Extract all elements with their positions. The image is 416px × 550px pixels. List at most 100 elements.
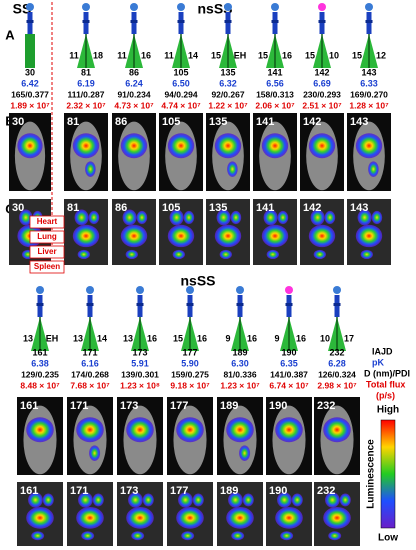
image-id: 189: [220, 400, 238, 412]
arm-right: 16: [282, 50, 292, 60]
organ-label: Lung: [37, 232, 57, 241]
linker-joint: [26, 20, 34, 23]
arm-left: 15: [305, 50, 315, 60]
head-group: [224, 3, 232, 11]
organ-label: Liver: [37, 247, 56, 256]
organ-signal: [169, 209, 184, 226]
organ-signal: [355, 224, 383, 248]
image-id: 173: [120, 485, 138, 497]
organ-signal: [131, 531, 145, 541]
size-pdi: 139/0.301: [121, 369, 159, 379]
total-flux: 4.74 × 10⁷: [161, 100, 201, 110]
organ-signal: [122, 209, 137, 226]
organ-label-box: [29, 215, 65, 229]
signal: [308, 133, 336, 159]
arm-left: 13: [123, 333, 133, 343]
organ-signal: [357, 209, 372, 226]
size-pdi: 141/0.387: [270, 369, 308, 379]
total-flux: 1.89 × 10⁷: [10, 100, 50, 110]
image-id: 171: [70, 485, 88, 497]
signal: [261, 133, 289, 159]
head-group: [82, 3, 90, 11]
total-flux: 2.98 × 10⁷: [317, 380, 357, 390]
size-pdi: 159/0.275: [171, 369, 209, 379]
head-group: [177, 3, 185, 11]
compound-id: 232: [329, 347, 344, 357]
signal: [226, 417, 254, 443]
image-id: 177: [170, 400, 188, 412]
compound-id: 81: [81, 67, 91, 77]
compound-id: 189: [232, 347, 247, 357]
total-flux: 9.18 × 10⁷: [170, 380, 210, 390]
legend-size: D (nm)/PDI: [364, 368, 410, 378]
arm-right: 16: [247, 333, 257, 343]
arm-right: EH: [46, 333, 59, 343]
organ-signal: [226, 506, 254, 529]
signal: [323, 417, 351, 443]
head-group: [318, 3, 326, 11]
head-group: [136, 286, 144, 294]
total-flux: 1.23 × 10⁷: [220, 380, 260, 390]
organ-signal: [120, 224, 148, 248]
size-pdi: 92/0.267: [211, 89, 244, 99]
signal: [239, 445, 251, 461]
organ-signal: [74, 209, 89, 226]
pk-value: 6.69: [313, 78, 331, 88]
header-ss: SS: [13, 1, 32, 17]
image-id: 190: [269, 400, 287, 412]
organ-signal: [230, 210, 242, 225]
arm-left: 11: [117, 50, 127, 60]
image-id: 86: [115, 202, 127, 214]
signal: [120, 133, 148, 159]
arm-left: 15: [258, 50, 268, 60]
arm-left: 9: [225, 333, 230, 343]
image-id: 30: [12, 202, 24, 214]
linker-joint: [365, 20, 373, 23]
total-flux: 1.22 × 10⁷: [208, 100, 248, 110]
arm-right: 12: [376, 50, 386, 60]
signal: [126, 417, 154, 443]
organ-signal: [242, 493, 254, 507]
image-id: 86: [115, 116, 127, 128]
image-id: 171: [70, 400, 88, 412]
image-id: 232: [317, 400, 335, 412]
arm-right: 16: [141, 50, 151, 60]
colorbar: [380, 419, 396, 529]
head-group: [365, 3, 373, 11]
organ-signal: [275, 506, 303, 529]
pk-value: 6.50: [172, 78, 190, 88]
arm-right: 16: [147, 333, 157, 343]
head-group: [285, 286, 293, 294]
size-pdi: 169/0.270: [350, 89, 388, 99]
signal: [227, 161, 238, 177]
organ-label: Spleen: [34, 262, 60, 271]
organ-signal: [81, 531, 95, 541]
organ-signal: [216, 209, 231, 226]
linker-joint: [82, 20, 90, 23]
linker-joint: [136, 303, 144, 306]
head-group: [86, 286, 94, 294]
head-group: [130, 3, 138, 11]
organ-signal: [360, 249, 373, 260]
arm-right: 17: [344, 333, 354, 343]
total-flux: 2.32 × 10⁷: [66, 100, 106, 110]
linker-joint: [177, 20, 185, 23]
total-flux: 7.68 × 10⁷: [70, 380, 110, 390]
organ-signal: [181, 531, 195, 541]
arm-left: 13: [23, 333, 33, 343]
organ-signal: [328, 531, 342, 541]
total-flux: 2.06 × 10⁷: [255, 100, 295, 110]
signal: [176, 417, 204, 443]
organ-label-box: [29, 230, 65, 244]
pk-value: 6.56: [266, 78, 284, 88]
signal: [275, 417, 303, 443]
pk-value: 6.32: [219, 78, 237, 88]
pk-value: 6.16: [81, 358, 99, 368]
image-id: 142: [303, 202, 321, 214]
organ-signal: [214, 224, 242, 248]
image-id: 143: [350, 116, 368, 128]
legend-id: IAJD: [372, 346, 393, 356]
organ-signal: [324, 210, 336, 225]
compound-id: 30: [25, 67, 35, 77]
linker-joint: [36, 303, 44, 306]
